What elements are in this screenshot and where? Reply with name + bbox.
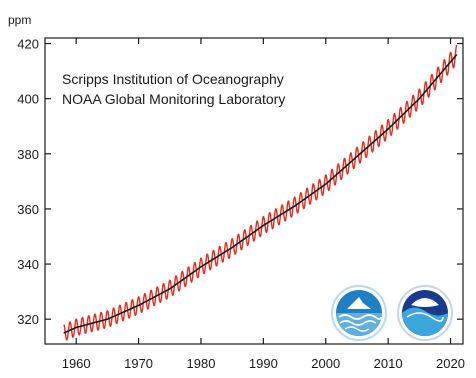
scripps-logo-icon [331, 285, 387, 341]
series-monthly-line [63, 44, 458, 341]
y-tick-label: 320 [17, 312, 39, 327]
axis-ticks: 1960 1970 1980 1990 2000 2010 2020 320 340 360 380… [17, 37, 465, 371]
y-axis-unit-label: ppm [8, 13, 31, 27]
y-tick-label: 420 [17, 37, 39, 52]
x-tick-label: 2000 [311, 356, 340, 371]
x-tick-label: 1960 [62, 356, 91, 371]
annotation-noaa: NOAA Global Monitoring Laboratory [62, 91, 285, 107]
series-layer [63, 44, 458, 341]
y-tick-label: 340 [17, 257, 39, 272]
x-tick-label: 1980 [187, 356, 216, 371]
series-trend-line [63, 54, 458, 334]
x-tick-label: 1970 [124, 356, 153, 371]
y-tick-label: 400 [17, 92, 39, 107]
annotation-scripps: Scripps Institution of Oceanography [62, 71, 284, 87]
x-tick-label: 2020 [436, 356, 465, 371]
y-tick-label: 360 [17, 202, 39, 217]
y-tick-label: 380 [17, 147, 39, 162]
plot-frame [44, 37, 464, 345]
noaa-logo-icon [397, 285, 453, 341]
x-tick-label: 2010 [374, 356, 403, 371]
x-tick-label: 1990 [249, 356, 278, 371]
